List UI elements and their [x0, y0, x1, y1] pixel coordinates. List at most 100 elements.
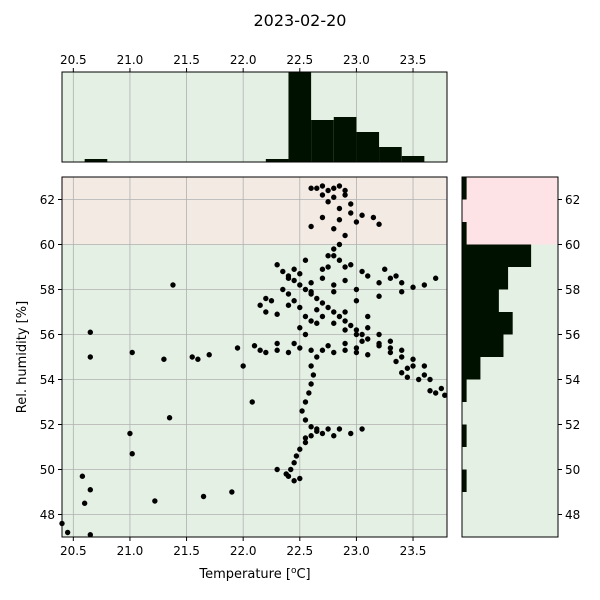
y-tick-label: 58 [40, 283, 55, 297]
scatter-point [432, 275, 439, 281]
top-hist-bars [84, 72, 425, 162]
scatter-point [359, 268, 365, 275]
x-tick-label: 23.5 [400, 544, 427, 558]
scatter-point [404, 365, 411, 371]
x-tick-label: 21.0 [117, 544, 144, 558]
scatter-point [291, 277, 297, 284]
y-tick-label: 48 [40, 508, 55, 522]
scatter-point [399, 370, 405, 376]
scatter-point [291, 340, 297, 347]
scatter-point [353, 349, 360, 356]
scatter-point [410, 284, 416, 290]
scatter-point [280, 268, 286, 275]
scatter-point [325, 304, 331, 311]
scatter-point [376, 221, 382, 227]
scatter-point [342, 340, 348, 347]
y-axis-label: Rel. humidity [%] [15, 301, 30, 413]
scatter-point [348, 322, 354, 329]
scatter-point [170, 282, 176, 288]
scatter-point [302, 313, 309, 320]
right-y-tick-label: 62 [565, 193, 580, 207]
right-y-tick-label: 48 [565, 508, 580, 522]
scatter-point [336, 313, 343, 320]
scatter-point [152, 498, 158, 504]
scatter-point [353, 345, 360, 351]
y-tick-label: 60 [40, 238, 55, 252]
x-tick-label: 20.5 [60, 544, 87, 558]
scatter-point [302, 439, 309, 446]
scatter-point [299, 408, 305, 414]
scatter-point [274, 311, 280, 317]
scatter-point [310, 372, 317, 378]
right-hist-high-background [462, 177, 558, 245]
scatter-point [268, 298, 275, 304]
comfort-zone-background [62, 244, 447, 537]
scatter-point [399, 289, 405, 295]
scatter-point [331, 349, 337, 356]
scatter-point [302, 417, 309, 423]
scatter-point [342, 192, 348, 198]
scatter-point [319, 275, 326, 281]
scatter-point [161, 356, 167, 362]
scatter-point [348, 430, 354, 437]
main-grid [62, 177, 447, 537]
scatter-point [308, 424, 314, 430]
scatter-point [291, 460, 297, 466]
scatter-point [442, 392, 448, 398]
right-hist-bar [462, 177, 467, 200]
scatter-point [325, 426, 331, 432]
top-x-tick-label: 23.5 [400, 53, 427, 67]
scatter-point [291, 478, 297, 484]
scatter-point [382, 266, 388, 272]
scatter-point [87, 532, 94, 538]
right-hist-bar [462, 469, 467, 492]
scatter-point [127, 430, 133, 437]
scatter-point [81, 500, 88, 506]
top-hist-bar [265, 159, 289, 162]
top-x-tick-label: 23.0 [343, 53, 370, 67]
scatter-point [308, 433, 314, 439]
scatter-point [285, 349, 292, 356]
right-hist-bar [462, 334, 504, 357]
scatter-point [319, 300, 326, 306]
scatter-point [365, 336, 371, 342]
scatter-point [297, 271, 303, 277]
right-hist-bar [462, 289, 499, 312]
scatter-point [336, 241, 343, 248]
y-tick-label: 50 [40, 463, 55, 477]
x-tick-label: 22.5 [286, 544, 313, 558]
scatter-point [240, 363, 246, 369]
scatter-point [263, 295, 269, 302]
scatter-point [353, 327, 360, 333]
scatter-point [365, 352, 371, 358]
right-y-tick-label: 50 [565, 463, 580, 477]
scatter-point [365, 313, 371, 320]
scatter-point [308, 185, 314, 191]
scatter-points [59, 183, 448, 538]
top-hist-bar [379, 147, 402, 162]
scatter-point [393, 358, 399, 365]
y-tick-label: 62 [40, 193, 55, 207]
scatter-point [229, 489, 235, 495]
scatter-point [87, 329, 94, 335]
scatter-point [376, 331, 382, 338]
scatter-point [280, 286, 286, 293]
scatter-point [274, 466, 280, 473]
scatter-point [166, 415, 173, 421]
top-hist-bar [84, 159, 108, 162]
chart-title: 2023-02-20 [254, 11, 347, 30]
scatter-point [234, 345, 241, 351]
scatter-point [306, 390, 312, 396]
right-hist-bar [462, 244, 532, 267]
scatter-point [331, 282, 337, 288]
scatter-point [325, 343, 331, 349]
scatter-point [348, 262, 354, 268]
scatter-point [314, 426, 320, 432]
scatter-point [302, 399, 309, 405]
scatter-point [319, 266, 326, 272]
scatter-point [427, 376, 433, 383]
scatter-point [353, 286, 360, 293]
right-y-tick-label: 60 [565, 238, 580, 252]
right-y-tick-label: 52 [565, 418, 580, 432]
scatter-point [336, 205, 343, 212]
